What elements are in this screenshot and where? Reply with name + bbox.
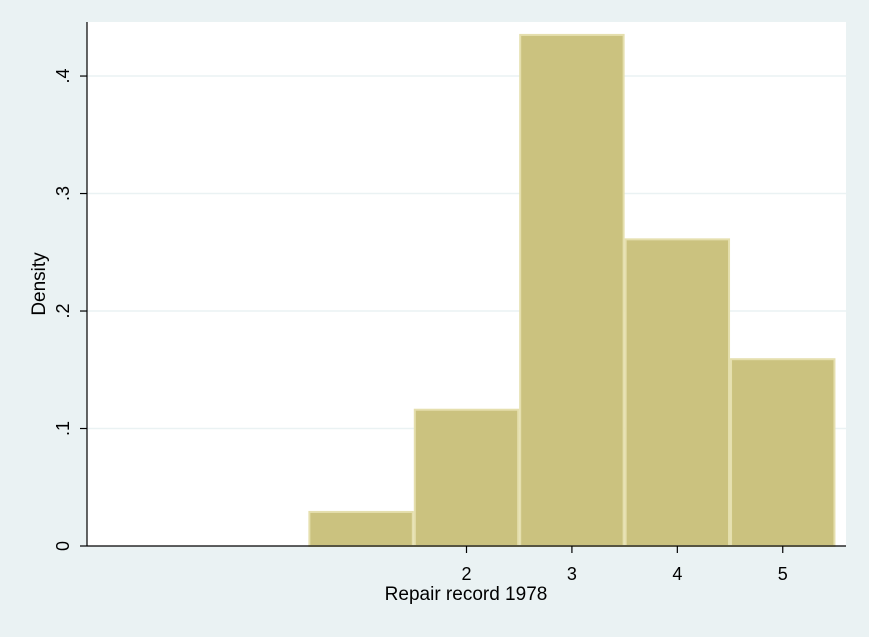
x-tick-label-2: 4 [672,564,682,584]
x-tick-label-0: 2 [461,564,471,584]
y-axis-title: Density [29,252,50,316]
histogram-bar-1 [308,510,414,548]
histogram-bar-2 [413,408,520,548]
x-tick-label-3: 5 [778,564,788,584]
x-axis-ticks: 2 3 4 5 [461,546,788,584]
x-axis-title: Repair record 1978 [385,584,548,605]
histogram-bar-4 [624,238,731,548]
histogram-bar-3 [519,33,625,547]
y-tick-label-0: 0 [53,541,73,551]
y-tick-label-3: .3 [53,186,73,201]
histogram-bar-5 [730,358,836,547]
y-tick-label-4: .4 [53,69,73,84]
y-tick-label-1: .1 [53,421,73,436]
x-tick-label-1: 3 [567,564,577,584]
histogram-bars [308,33,836,548]
y-axis-ticks: 0 .1 .2 .3 .4 [53,69,87,551]
y-tick-label-2: .2 [53,304,73,319]
